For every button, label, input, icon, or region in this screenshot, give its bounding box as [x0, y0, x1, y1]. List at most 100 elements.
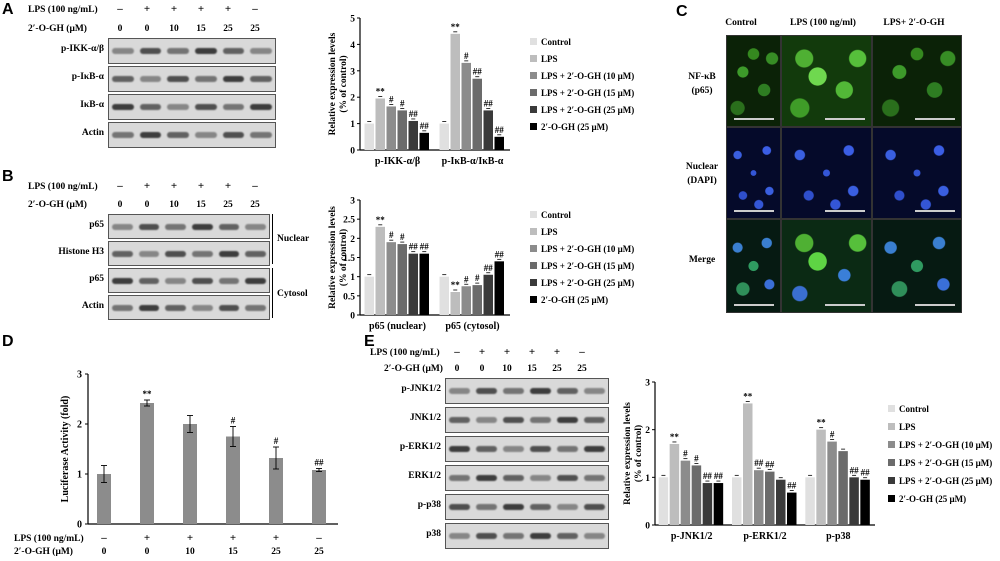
blot-strip: [445, 523, 609, 549]
legend-swatch: [530, 123, 537, 130]
blot-band: [530, 475, 551, 481]
lps-sign-5: –: [316, 532, 322, 544]
y-tick-label: 2.5: [343, 216, 355, 226]
blot-label-blot_E-2: p-ERK1/2: [399, 442, 441, 452]
legend-swatch: [888, 477, 895, 484]
y-tick-label: 0.5: [343, 292, 355, 302]
bar: [827, 441, 837, 525]
lps-sign-3: +: [528, 346, 536, 358]
bar: [97, 474, 111, 524]
blot-label-blot_A-1: p-IκB-α: [71, 72, 104, 82]
gh-label-a: 2′-O-GH (μM): [28, 24, 87, 34]
blot-band: [557, 475, 578, 481]
blot-band: [503, 504, 524, 510]
blot-band: [167, 104, 189, 110]
significance-mark: ##: [409, 109, 419, 119]
blot-band: [138, 304, 160, 311]
blot-band: [112, 76, 134, 82]
blot-band: [503, 388, 524, 394]
micro-nfkb-lps: [781, 35, 872, 127]
bar: [312, 470, 326, 524]
blot-band: [557, 504, 578, 510]
legend-label: LPS + 2′-O-GH (15 μM): [541, 88, 634, 98]
blot-strip: [108, 38, 276, 64]
gh-dose-0: 0: [117, 200, 123, 210]
legend-swatch: [530, 72, 537, 79]
bar: [483, 274, 493, 315]
lps-sign-0: –: [101, 532, 107, 544]
significance-mark: #: [683, 449, 688, 459]
significance-mark: **: [451, 280, 461, 290]
blot-band: [165, 250, 186, 257]
blot-strip: [445, 465, 609, 491]
gh-dose-5: 25: [250, 200, 260, 210]
blot-band: [112, 104, 134, 110]
bar: [816, 429, 826, 525]
legend-label: 2′-O-GH (25 μM): [899, 494, 966, 504]
micro-merge-lps-gh: [872, 219, 962, 313]
significance-mark: #: [389, 94, 394, 104]
legend-label: LPS + 2′-O-GH (10 μM): [541, 71, 634, 81]
gh-dose-0: 0: [454, 364, 460, 374]
significance-mark: #: [475, 273, 480, 283]
lps-sign-0: –: [454, 346, 460, 358]
blot-strip: [108, 214, 270, 239]
lps-sign-1: +: [478, 346, 486, 358]
micro-nfkb-control: [726, 35, 781, 127]
legend-swatch: [530, 106, 537, 113]
blot-band: [245, 277, 266, 284]
nuclear-label: Nuclear: [277, 234, 310, 244]
legend-label: LPS + 2′-O-GH (25 μM): [541, 278, 634, 288]
blot-strip: [445, 436, 609, 462]
lps-sign-4: +: [553, 346, 561, 358]
blot-band: [112, 48, 134, 54]
legend-label: 2′-O-GH (25 μM): [541, 122, 608, 132]
significance-mark: #: [400, 98, 405, 108]
y-tick-label: 2: [350, 235, 355, 245]
blot-label-blot_E-4: p-p38: [417, 500, 441, 510]
bar: [375, 226, 385, 315]
gh-dose-3: 15: [228, 547, 238, 557]
legend-swatch: [530, 245, 537, 252]
y-tick-label: 2: [77, 420, 82, 431]
blot-band: [449, 446, 470, 452]
blot-band: [222, 76, 245, 82]
blot-band: [557, 446, 578, 452]
blot-band: [245, 304, 266, 311]
blot-label-blot_B-3: Actin: [81, 300, 104, 311]
significance-mark: ##: [409, 242, 419, 252]
blot-band: [112, 250, 133, 257]
bar: [765, 471, 775, 525]
significance-mark: ##: [714, 471, 724, 481]
legend-swatch: [530, 55, 537, 62]
blot-label-blot_E-0: p-JNK1/2: [401, 384, 441, 394]
bar: [849, 477, 859, 525]
gh-dose-3: 15: [527, 364, 537, 374]
blot-strip: [108, 122, 276, 148]
blot-band: [449, 504, 470, 510]
y-tick-label: 0: [645, 522, 650, 532]
y-axis-label: Relative expression levels(% of control): [328, 32, 349, 135]
significance-mark: ##: [754, 458, 764, 468]
bar: [419, 253, 429, 315]
blot-band: [222, 132, 245, 138]
blot-label-blot_E-5: p38: [426, 529, 441, 539]
gh-label-b: 2′-O-GH (μM): [28, 200, 87, 210]
micro-dapi-control: [726, 127, 781, 219]
bar: [494, 261, 504, 315]
blot-band: [584, 446, 605, 452]
micro-dapi-lps: [781, 127, 872, 219]
lps-sign-1: +: [143, 532, 151, 544]
gh-dose-4: 25: [223, 24, 233, 34]
blot-band: [250, 132, 272, 138]
bar: [461, 62, 471, 150]
micro-row-nfkb: NF-κB (p65): [688, 72, 716, 96]
legend-label: 2′-O-GH (25 μM): [541, 295, 608, 305]
y-tick-label: 3: [77, 370, 82, 381]
bar: [669, 443, 680, 525]
lps-label-e: LPS (100 ng/mL): [370, 348, 440, 358]
gh-dose-2: 10: [169, 200, 179, 210]
blot-band: [192, 250, 213, 257]
bar: [386, 242, 396, 315]
